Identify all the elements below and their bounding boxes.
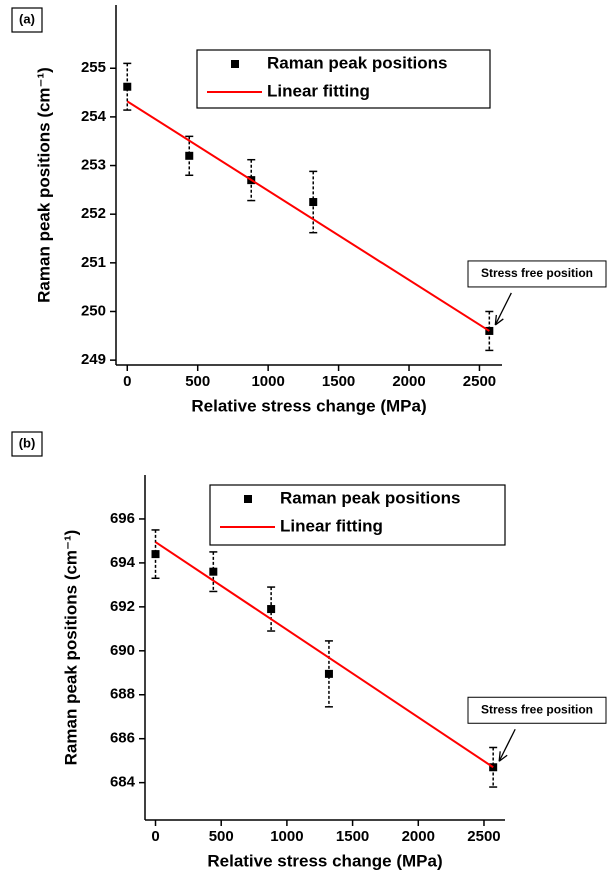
- arrow-head: [498, 751, 508, 762]
- y-tick-label: 255: [81, 59, 106, 76]
- x-tick-label: 2000: [392, 373, 425, 390]
- x-tick-label: 2500: [467, 828, 500, 845]
- fit-line: [126, 100, 490, 332]
- x-tick-label: 0: [123, 373, 131, 390]
- legend-label: Linear fitting: [267, 81, 370, 100]
- y-tick-label: 694: [110, 554, 136, 571]
- data-point: [151, 550, 160, 559]
- panel-label-box: [11, 7, 43, 33]
- y-tick-label: 252: [81, 205, 106, 222]
- y-axis-title: Raman peak positions (cm⁻¹): [61, 530, 80, 766]
- y-tick-label: 692: [110, 598, 135, 615]
- y-tick-label: 250: [81, 302, 106, 319]
- data-point: [324, 669, 333, 678]
- y-tick-label: 690: [110, 642, 135, 659]
- x-axis-title: Relative stress change (MPa): [191, 396, 426, 415]
- panel-label: (b): [19, 435, 36, 450]
- x-tick-label: 1000: [251, 373, 284, 390]
- x-tick-label: 1500: [322, 373, 355, 390]
- data-point: [123, 82, 132, 91]
- annotation: Stress free position: [481, 702, 593, 716]
- legend-label: Raman peak positions: [267, 53, 447, 72]
- annotation: Stress free position: [481, 266, 593, 280]
- x-axis-title: Relative stress change (MPa): [207, 851, 442, 870]
- legend-box: [209, 484, 506, 546]
- x-tick-label: 0: [151, 828, 159, 845]
- panel-label-box: [11, 431, 43, 457]
- legend-label: Raman peak positions: [280, 488, 460, 507]
- x-tick-label: 1000: [270, 828, 303, 845]
- y-tick-label: 249: [81, 351, 106, 368]
- panel-label: (a): [19, 11, 35, 26]
- legend-marker: [231, 60, 239, 68]
- annotation-arrow: [494, 292, 512, 326]
- x-tick-label: 1500: [336, 828, 369, 845]
- data-point: [309, 198, 318, 207]
- legend-box: [196, 49, 491, 109]
- data-point: [267, 605, 276, 614]
- arrow-head: [494, 314, 504, 326]
- y-tick-label: 253: [81, 157, 106, 174]
- y-tick-label: 684: [110, 774, 136, 791]
- data-point: [185, 151, 194, 160]
- y-tick-label: 688: [110, 686, 135, 703]
- annotation-box: [467, 260, 607, 288]
- y-tick-label: 251: [81, 254, 106, 271]
- annotation-box: [467, 696, 607, 724]
- annotation-arrow: [498, 728, 516, 762]
- x-tick-label: 500: [209, 828, 234, 845]
- y-axis-title: Raman peak positions (cm⁻¹): [34, 67, 53, 303]
- x-tick-label: 2500: [463, 373, 496, 390]
- data-point: [209, 567, 218, 576]
- fit-line: [154, 541, 494, 769]
- y-tick-label: 686: [110, 730, 135, 747]
- x-tick-label: 500: [185, 373, 210, 390]
- y-tick-label: 696: [110, 510, 135, 527]
- legend-marker: [244, 495, 252, 503]
- x-tick-label: 2000: [402, 828, 435, 845]
- legend-label: Linear fitting: [280, 516, 383, 535]
- y-tick-label: 254: [81, 108, 107, 125]
